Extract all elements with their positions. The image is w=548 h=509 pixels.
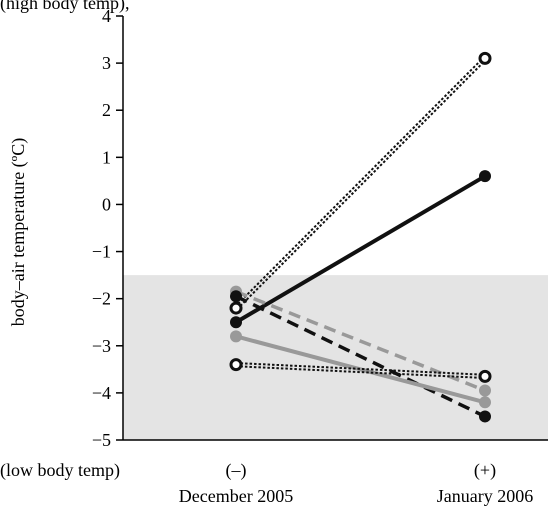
series-line [234, 56, 485, 308]
y-tick-label: −4 [92, 383, 111, 403]
series-line [236, 362, 486, 376]
data-point [479, 384, 491, 397]
x-category-sign-jan: (+) [474, 460, 496, 481]
series-2 [230, 170, 491, 329]
series-4 [230, 290, 491, 423]
x-category-label-dec: December 2005 [179, 486, 293, 506]
y-axis: 4 3 2 1 0 −1 −2 −3 −4 −5 [92, 6, 548, 450]
data-point [478, 51, 492, 65]
data-point [229, 301, 243, 315]
series-group [229, 51, 492, 423]
data-point [478, 369, 492, 383]
data-point [230, 290, 242, 303]
y-tick-label: 4 [102, 6, 111, 26]
y-tick-label: −3 [92, 336, 111, 356]
series-1 [229, 51, 492, 315]
data-point [479, 410, 491, 423]
data-point [229, 358, 243, 372]
data-point [230, 330, 242, 343]
series-6 [229, 358, 492, 383]
y-tick-label: 2 [102, 100, 111, 120]
y-tick-label: −2 [92, 289, 111, 309]
data-point [479, 396, 491, 409]
y-tick-label: 3 [102, 53, 111, 73]
series-line [235, 365, 485, 379]
y-tick-label: −1 [92, 242, 111, 262]
series-line [236, 58, 487, 310]
data-point [479, 170, 491, 183]
y-tick-label: 1 [102, 147, 111, 167]
top-caption: (high body temp), [0, 0, 129, 14]
series-line [234, 174, 487, 324]
x-category-sign-dec: (–) [226, 460, 247, 481]
y-axis-label: body–air temperature (ºC) [8, 138, 29, 327]
x-side-label: (low body temp) [0, 460, 120, 481]
y-tick-label: 0 [102, 194, 111, 214]
series-line [235, 294, 486, 419]
y-tick-label: −5 [92, 430, 111, 450]
series-5 [230, 330, 491, 409]
series-line [235, 289, 486, 393]
series-line [235, 334, 486, 405]
x-category-label-jan: January 2006 [437, 486, 533, 506]
data-point [230, 316, 242, 329]
